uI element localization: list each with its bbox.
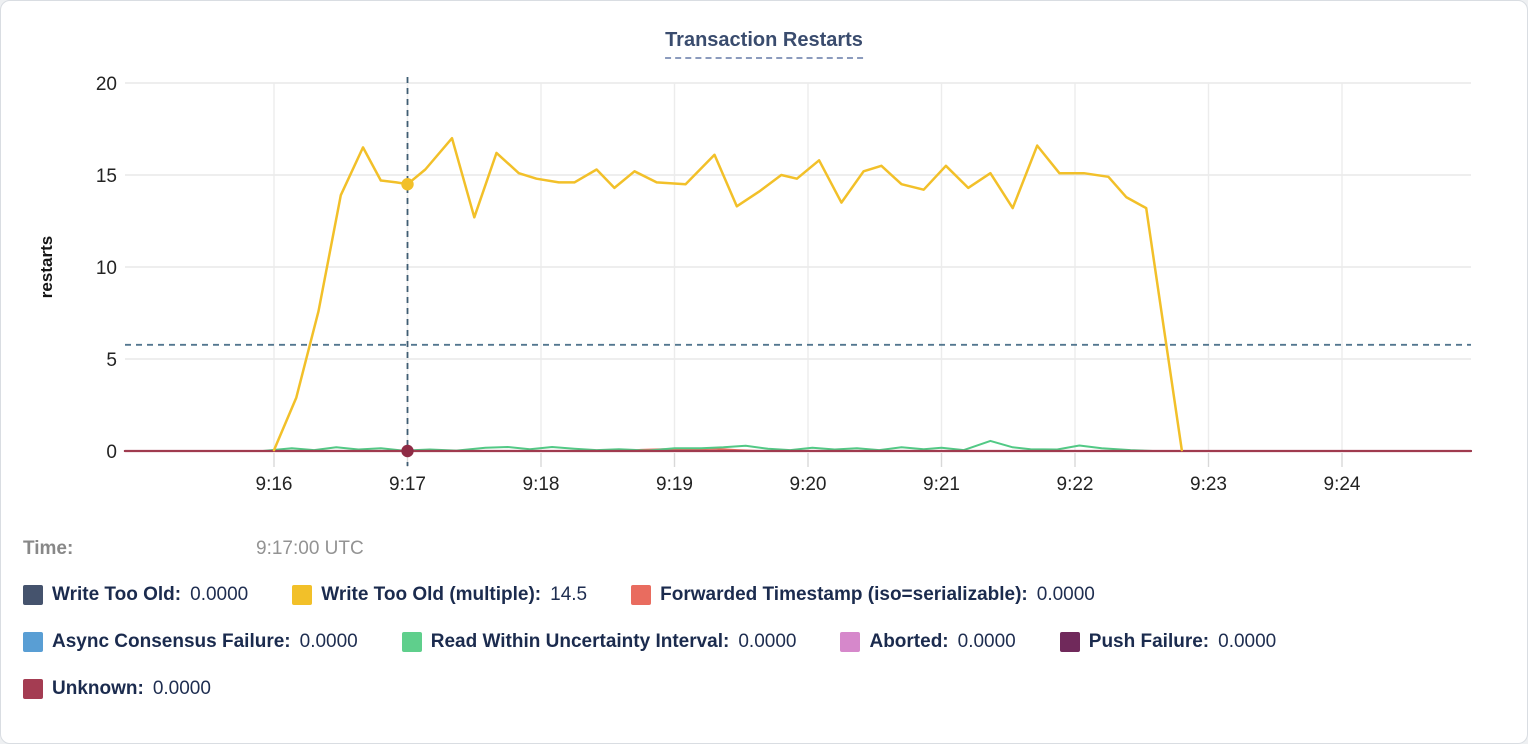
transaction-restarts-chart[interactable]: 0 5 10 15 20 9:16 9:17 9:18 9:19 9:20 9:21 9:22 9:23… xyxy=(1,1,1528,513)
hover-point-unknown xyxy=(401,444,414,458)
legend-label: Async Consensus Failure: xyxy=(52,631,291,652)
y-tick-label: 10 xyxy=(96,258,117,279)
read-within-uncertainty-interval-swatch-icon xyxy=(401,632,422,652)
y-tick-label: 20 xyxy=(96,74,117,95)
hover-time-readout: Time: 9:17:00 UTC xyxy=(23,538,1503,560)
chart-title[interactable]: Transaction Restarts xyxy=(665,29,863,59)
legend-value: 0.0000 xyxy=(190,584,249,605)
async-consensus-failure-swatch-icon xyxy=(23,632,43,652)
write-too-old-multiple-swatch-icon xyxy=(292,585,313,605)
y-tick-label: 5 xyxy=(106,350,117,371)
legend-value: 0.0000 xyxy=(738,631,797,652)
legend-row: Write Too Old: 0.0000 Write Too Old (multi… xyxy=(23,584,1513,606)
x-tick-label: 9:16 xyxy=(256,474,293,495)
x-tick-label: 9:19 xyxy=(656,474,693,495)
aborted-swatch-icon xyxy=(840,632,861,652)
legend-item-aborted[interactable]: Aborted: 0.0000 xyxy=(840,631,1016,653)
legend-label: Aborted: xyxy=(869,631,949,652)
legend-item-unknown[interactable]: Unknown: 0.0000 xyxy=(23,678,211,700)
legend-label: Read Within Uncertainty Interval: xyxy=(430,631,730,652)
legend-value: 0.0000 xyxy=(957,631,1016,652)
push-failure-swatch-icon xyxy=(1059,632,1080,652)
legend-item-read-within-uncertainty-interval[interactable]: Read Within Uncertainty Interval: 0.0000 xyxy=(401,631,797,653)
legend-item-async-consensus-failure[interactable]: Async Consensus Failure: 0.0000 xyxy=(23,631,358,653)
x-tick-label: 9:21 xyxy=(923,474,960,495)
hover-time-label: Time: xyxy=(23,538,74,559)
hover-point-write-too-old-multiple xyxy=(401,178,414,191)
legend-label: Forwarded Timestamp (iso=serializable): xyxy=(660,584,1028,605)
write-too-old-swatch-icon xyxy=(23,585,43,605)
legend-item-write-too-old-multiple[interactable]: Write Too Old (multiple): 14.5 xyxy=(292,584,587,606)
legend-label: Write Too Old: xyxy=(52,584,182,605)
legend-item-forwarded-timestamp[interactable]: Forwarded Timestamp (iso=serializable): 0… xyxy=(631,584,1095,606)
x-tick-label: 9:24 xyxy=(1324,474,1361,495)
legend-value: 0.0000 xyxy=(1036,584,1095,605)
series-line-read-within-uncertainty-interval xyxy=(123,439,1472,452)
x-tick-label: 9:18 xyxy=(523,474,560,495)
y-tick-label: 15 xyxy=(96,166,117,187)
x-tick-label: 9:17 xyxy=(389,474,426,495)
forwarded-timestamp-swatch-icon xyxy=(631,585,652,605)
legend-value: 0.0000 xyxy=(299,631,358,652)
legend-item-push-failure[interactable]: Push Failure: 0.0000 xyxy=(1059,631,1277,653)
legend-row: Async Consensus Failure: 0.0000 Read Withi… xyxy=(23,631,1513,653)
x-tick-label: 9:20 xyxy=(790,474,827,495)
y-tick-label: 0 xyxy=(106,442,117,463)
legend-label: Push Failure: xyxy=(1088,631,1210,652)
x-tick-label: 9:22 xyxy=(1057,474,1094,495)
legend-value: 0.0000 xyxy=(1218,631,1277,652)
unknown-swatch-icon xyxy=(23,679,43,699)
legend-label: Write Too Old (multiple): xyxy=(321,584,542,605)
hover-time-value: 9:17:00 UTC xyxy=(256,538,364,559)
legend-value: 14.5 xyxy=(550,584,588,605)
legend-label: Unknown: xyxy=(52,678,144,699)
chart-legend: Write Too Old: 0.0000 Write Too Old (multi… xyxy=(23,584,1513,725)
legend-row: Unknown: 0.0000 xyxy=(23,678,1513,700)
legend-item-write-too-old[interactable]: Write Too Old: 0.0000 xyxy=(23,584,248,606)
x-tick-label: 9:23 xyxy=(1190,474,1227,495)
legend-value: 0.0000 xyxy=(152,678,211,699)
